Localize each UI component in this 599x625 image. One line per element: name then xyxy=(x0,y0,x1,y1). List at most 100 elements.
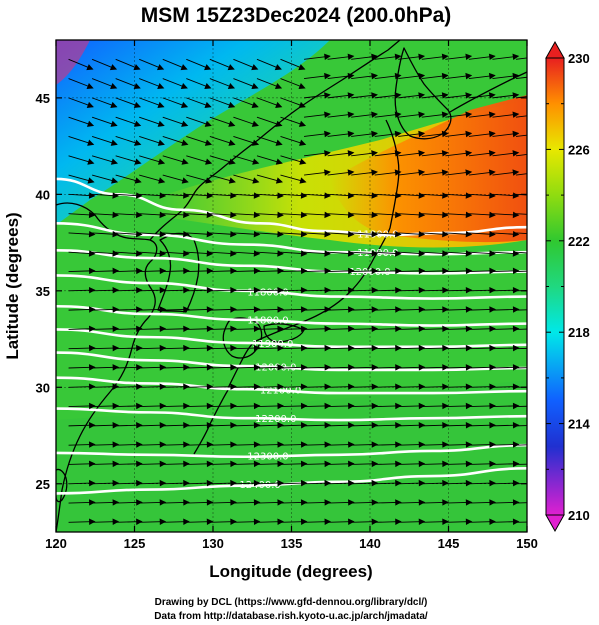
wind-vector-head xyxy=(348,499,355,506)
wind-vector-head xyxy=(204,120,212,127)
wind-vector-head xyxy=(109,64,118,71)
shikoku-coastline xyxy=(263,323,305,343)
wind-vector-head xyxy=(537,403,542,408)
wind-vector-head xyxy=(489,211,496,219)
wind-vector-head xyxy=(465,325,473,333)
wind-vector-head xyxy=(465,192,473,199)
wind-vector-head xyxy=(512,111,520,118)
wind-vector-head xyxy=(371,325,379,333)
wind-vector-head xyxy=(395,402,402,410)
wind-vector-head xyxy=(230,460,237,468)
contour-label: 11800.0 xyxy=(247,287,288,298)
wind-vector-head xyxy=(489,306,496,313)
contour-label: 12200.0 xyxy=(255,414,296,425)
wind-vector-head xyxy=(394,53,402,61)
wind-vector-head xyxy=(300,364,308,371)
wind-vector-head xyxy=(324,441,332,448)
wind-vector-head xyxy=(277,364,284,371)
wind-vector-head xyxy=(110,83,118,90)
wind-vector-head xyxy=(277,441,284,448)
wind-vector-head xyxy=(300,211,308,219)
contour-line xyxy=(56,304,527,327)
taiwan-coastline xyxy=(56,468,68,503)
wind-vector-head xyxy=(395,518,402,525)
wind-vector-head xyxy=(348,325,355,333)
wind-vector-head xyxy=(465,344,473,352)
wind-vector-head xyxy=(371,92,378,99)
wind-vector-head xyxy=(489,267,496,275)
wind-vector-head xyxy=(324,306,332,313)
wind-vector-head xyxy=(465,230,473,238)
plot-area: 11800.0 11900.0 12000.0 11800.0 11800.0 11900… xyxy=(56,40,542,532)
wind-vector-head xyxy=(418,479,426,487)
wind-vector-head xyxy=(300,402,308,410)
wind-vector-head xyxy=(183,422,190,429)
wind-vector-head xyxy=(206,325,214,333)
wind-vector-head xyxy=(348,344,355,352)
wind-vector-head xyxy=(110,101,118,108)
wind-vector-head xyxy=(537,346,542,351)
contour-line xyxy=(56,249,527,275)
wind-vector-head xyxy=(206,383,214,390)
wind-vector-head xyxy=(371,150,378,157)
wind-vector-head xyxy=(537,193,542,198)
wind-vector-head xyxy=(277,192,284,199)
wind-vector-head xyxy=(395,325,402,333)
x-axis-ticks: 120 125 130 135 140 145 150 xyxy=(45,40,538,551)
wind-vector-head xyxy=(206,402,214,410)
wind-vector-head xyxy=(89,344,96,352)
wind-vector-head xyxy=(136,344,143,352)
wind-vector-head xyxy=(300,250,308,257)
wind-vector-head xyxy=(300,325,308,333)
wind-vector-head xyxy=(371,460,379,468)
wind-vector-head xyxy=(183,211,190,219)
wind-vector-head xyxy=(89,460,96,468)
wind-vector-head xyxy=(157,83,165,90)
wind-vector-head xyxy=(159,422,167,429)
wind-vector-head xyxy=(537,170,542,175)
wind-vector-head xyxy=(371,364,379,371)
wind-vector-head xyxy=(395,211,402,219)
wind-vector-head xyxy=(275,120,283,127)
wind-vector-head xyxy=(465,250,473,257)
wind-vector-head xyxy=(205,158,213,165)
wind-vector-head xyxy=(395,383,402,390)
wind-vector-head xyxy=(251,64,259,71)
wind-vector-head xyxy=(537,423,542,428)
wind-vector-head xyxy=(135,192,143,199)
wind-vector-head xyxy=(300,230,308,238)
wind-vector-head xyxy=(418,383,426,390)
wind-vector-head xyxy=(348,383,355,390)
wind-vector-head xyxy=(537,112,542,117)
contour-label: 11800.0 xyxy=(357,229,398,240)
wind-vector-head xyxy=(88,211,96,219)
wind-vector-head xyxy=(537,93,542,98)
wind-vector-head xyxy=(180,64,188,71)
wind-vector-head xyxy=(418,441,426,448)
wind-vector-head xyxy=(89,518,96,525)
wind-vector-head xyxy=(512,230,520,238)
wind-vector-head xyxy=(253,344,261,352)
wind-vector-head xyxy=(133,101,142,108)
wind-vector-head xyxy=(418,325,426,333)
wind-vector xyxy=(515,153,527,157)
wind-vector-head xyxy=(537,151,542,156)
wind-vector-head xyxy=(395,250,402,257)
wind-vector-head xyxy=(465,499,473,506)
contour-label: 12300.0 xyxy=(247,451,288,462)
wind-vector-head xyxy=(324,402,332,410)
wind-vector-head xyxy=(159,402,167,410)
wind-vector-head xyxy=(230,230,237,238)
wind-vector-head xyxy=(253,230,261,238)
wind-vector-head xyxy=(394,92,402,99)
wind-vector-head xyxy=(489,192,496,199)
wind-vector-head xyxy=(489,402,496,410)
wind-vector-head xyxy=(206,364,214,371)
wind-vector-head xyxy=(347,211,355,219)
wind-vector-head xyxy=(348,364,355,371)
wind-vector-head xyxy=(300,286,308,294)
wind-vector-head xyxy=(136,460,143,468)
wind-vector-head xyxy=(418,72,426,80)
wind-vector-head xyxy=(159,230,167,238)
warm-band-orange xyxy=(330,95,527,243)
